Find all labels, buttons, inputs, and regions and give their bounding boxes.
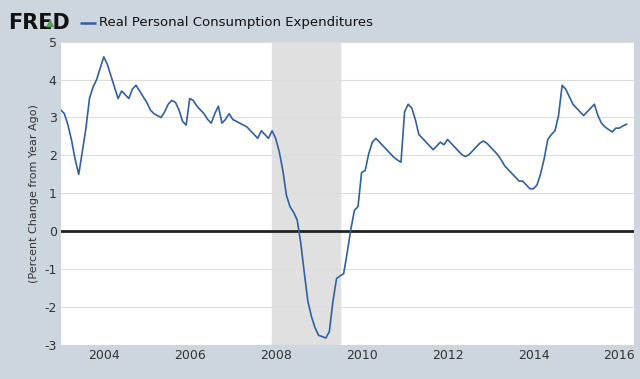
Y-axis label: (Percent Change from Year Ago): (Percent Change from Year Ago) bbox=[29, 104, 38, 283]
Text: FRED: FRED bbox=[8, 13, 70, 33]
Bar bbox=[272, 42, 340, 345]
Text: ▲: ▲ bbox=[46, 18, 54, 28]
Text: Real Personal Consumption Expenditures: Real Personal Consumption Expenditures bbox=[99, 16, 373, 29]
